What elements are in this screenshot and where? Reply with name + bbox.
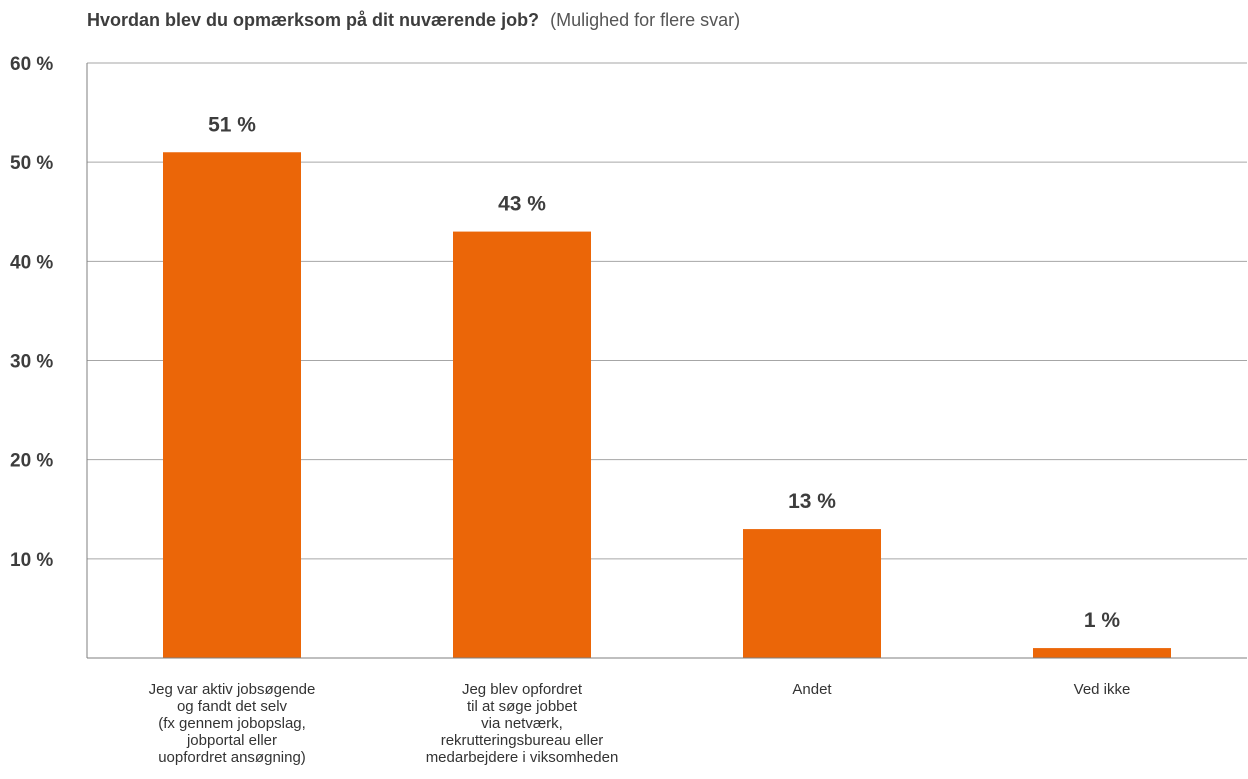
x-tick-label-line: via netværk, xyxy=(481,715,563,732)
x-tick-label: Jeg var aktiv jobsøgende og fandt det sel… xyxy=(149,681,316,766)
x-tick-label-line: uopfordret ansøgning) xyxy=(158,749,306,766)
y-tick-label: 10 % xyxy=(10,550,53,571)
x-axis: Jeg var aktiv jobsøgende og fandt det sel… xyxy=(87,657,1247,766)
bar xyxy=(453,231,591,659)
bar xyxy=(743,529,881,658)
data-label: 13 % xyxy=(788,490,836,513)
x-tick-label-line: jobportal eller xyxy=(186,732,277,749)
data-labels: 51 % 43 % 13 % 1 % xyxy=(208,113,1120,632)
x-tick-label-line: til at søge jobbet xyxy=(467,698,578,715)
bars xyxy=(163,152,1171,659)
y-tick-label: 30 % xyxy=(10,352,53,373)
bar xyxy=(163,152,301,658)
x-tick-label-line: og fandt det selv xyxy=(177,698,288,715)
y-tick-label: 20 % xyxy=(10,451,53,472)
y-tick-label: 60 % xyxy=(10,54,53,75)
y-tick-label: 40 % xyxy=(10,252,53,273)
chart-title-line: Hvordan blev du opmærksom på dit nuværen… xyxy=(87,10,740,30)
x-tick-label: Andet xyxy=(792,681,832,698)
x-tick-label-line: Andet xyxy=(792,681,832,698)
data-label: 51 % xyxy=(208,113,256,136)
bar xyxy=(1033,648,1171,658)
data-label: 43 % xyxy=(498,193,546,216)
x-tick-label-line: Jeg var aktiv jobsøgende xyxy=(149,681,316,698)
y-axis: 10 % 20 % 30 % 40 % 50 % 60 % xyxy=(10,54,88,658)
x-tick-label-line: (fx gennem jobopslag, xyxy=(158,715,306,732)
x-tick-label-line: rekrutteringsbureau eller xyxy=(441,732,604,749)
y-tick-label: 50 % xyxy=(10,153,53,174)
x-tick-label-line: Jeg blev opfordret xyxy=(462,681,583,698)
x-tick-label-line: medarbejdere i viksomheden xyxy=(426,749,619,766)
x-tick-label-line: Ved ikke xyxy=(1074,681,1131,698)
x-tick-label: Jeg blev opfordret til at søge jobbet via … xyxy=(426,681,619,766)
chart-title: Hvordan blev du opmærksom på dit nuværen… xyxy=(87,10,539,30)
data-label: 1 % xyxy=(1084,609,1121,632)
chart-subtitle: (Mulighed for flere svar) xyxy=(550,10,740,30)
x-tick-label: Ved ikke xyxy=(1074,681,1131,698)
